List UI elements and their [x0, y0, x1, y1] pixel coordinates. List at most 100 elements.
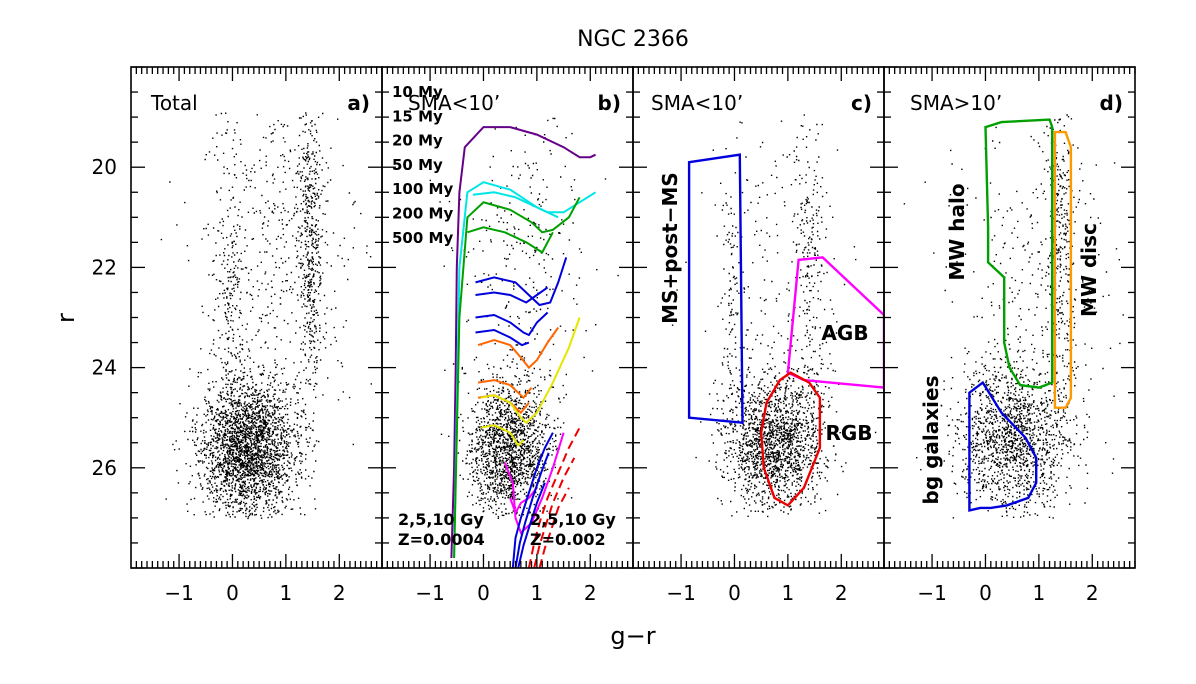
isochrone-line — [467, 226, 554, 254]
x-tick-label: 0 — [226, 581, 239, 605]
x-tick-label: 2 — [333, 581, 346, 605]
isochrone-line — [533, 457, 576, 568]
isochrone-line — [475, 311, 549, 337]
region-label: MW halo — [945, 183, 969, 280]
legend-entry: 100 My — [392, 180, 453, 198]
region-outline — [687, 153, 744, 425]
star-points — [165, 338, 351, 520]
region-outline — [759, 371, 822, 507]
x-tick-label: 0 — [979, 581, 992, 605]
isochrone-line — [480, 317, 581, 425]
isochrone-line — [453, 181, 597, 559]
isochrone-line — [514, 452, 550, 568]
ticks — [884, 66, 1136, 569]
panel-b: 10 My 15 My 20 My 50 My 100 My 200 My 500 My 2,… — [381, 66, 634, 605]
region-label: bg galaxies — [919, 376, 943, 505]
isochrone-line — [477, 326, 560, 370]
isochrone-legend: 10 My 15 My 20 My 50 My 100 My 200 My 500 My — [392, 83, 453, 247]
ticks — [382, 66, 634, 569]
star-points — [440, 325, 573, 519]
isochrone-line — [450, 126, 597, 559]
panel-region-label: SMA<10’ — [651, 91, 743, 115]
panel-d-stars — [903, 114, 1124, 519]
isochrone-line — [453, 196, 581, 559]
point-cloud-main_body — [700, 338, 855, 518]
region-outline — [968, 380, 1038, 512]
star-points — [293, 112, 329, 478]
y-tick-label: 22 — [92, 255, 117, 279]
x-tick-label: 1 — [782, 581, 795, 605]
point-cloud-main_body — [165, 338, 351, 520]
x-tick-label: 2 — [584, 581, 597, 605]
star-points — [714, 121, 754, 455]
star-points — [204, 114, 254, 498]
panel-letter: a) — [347, 91, 370, 115]
x-tick-label: −1 — [164, 581, 193, 605]
isochrone-line — [527, 427, 581, 568]
point-cloud-upper_ms — [204, 114, 254, 498]
star-points — [667, 120, 877, 506]
isochrone-line — [477, 379, 533, 400]
x-tick-label: −1 — [666, 581, 695, 605]
point-cloud-upper_ms — [714, 121, 754, 455]
isochrones — [450, 126, 597, 568]
panel-a-stars — [160, 112, 382, 520]
isochrone-line — [503, 432, 565, 535]
panel-letter: c) — [851, 91, 872, 115]
y-tick-label: 20 — [92, 155, 117, 179]
y-axis-label: r — [52, 313, 80, 323]
point-cloud-main_body — [916, 314, 1115, 519]
region-outline — [984, 118, 1054, 389]
legend-entry: 15 My — [392, 107, 443, 125]
x-tick-label: 1 — [1033, 581, 1046, 605]
ticks — [633, 66, 885, 569]
point-cloud-red_plume — [1035, 116, 1085, 466]
x-tick-label: 0 — [728, 581, 741, 605]
x-axis-label: g−r — [610, 622, 655, 650]
ticks — [131, 66, 383, 569]
isochrone-note: Z=0.0004 — [398, 530, 485, 549]
legend-entry: 10 My — [392, 83, 443, 101]
x-tick-label: 1 — [280, 581, 293, 605]
x-tick-label: 2 — [835, 581, 848, 605]
x-tick-label: 0 — [477, 581, 490, 605]
panel-region-label: Total — [150, 91, 198, 115]
isochrone-line — [472, 191, 559, 219]
selection-regions — [968, 118, 1073, 512]
isochrone-line — [509, 487, 538, 516]
panel-region-label: SMA>10’ — [910, 91, 1002, 115]
isochrone-line — [475, 286, 549, 304]
legend-entry: 50 My — [392, 156, 443, 174]
panel-letter: b) — [598, 91, 621, 115]
isochrone-line — [511, 432, 554, 568]
chart-title: NGC 2366 — [577, 27, 689, 52]
region-label: AGB — [821, 321, 868, 345]
x-tick-label: 2 — [1086, 581, 1099, 605]
x-tick-label: 1 — [531, 581, 544, 605]
isochrone-note: 2,5,10 Gy — [530, 510, 616, 529]
panel-letter: d) — [1100, 91, 1123, 115]
point-cloud-sparse_field — [160, 112, 382, 491]
isochrone-line — [480, 424, 525, 447]
panel-c: MS+post−MS AGB RGB −1 0 1 2 SMA<10’ c) — [632, 66, 885, 605]
panel-region-label: SMA<10’ — [408, 91, 500, 115]
region-outline — [1053, 130, 1073, 409]
legend-entry: 20 My — [392, 132, 443, 150]
selection-regions — [687, 153, 884, 507]
point-cloud-sparse_field — [667, 120, 877, 506]
region-label: MW disc — [1077, 223, 1101, 317]
isochrone-note: Z=0.002 — [530, 530, 606, 549]
isochrone-line — [538, 487, 570, 568]
isochrone-note: 2,5,10 Gy — [398, 510, 484, 529]
star-points — [700, 338, 855, 518]
isochrone-line — [475, 257, 568, 307]
point-cloud-red_plume — [293, 112, 329, 478]
legend-entry: 500 My — [392, 229, 453, 247]
panel-c-stars — [667, 114, 877, 518]
point-cloud-main_body — [440, 325, 573, 519]
star-points — [1035, 116, 1085, 466]
panel-a: −1 0 1 2 20 22 24 26 Total a) — [92, 66, 383, 605]
star-points — [916, 314, 1115, 519]
panel-d: MW halo MW disc bg galaxies −1 0 1 2 SMA>10’ d) — [883, 66, 1136, 605]
